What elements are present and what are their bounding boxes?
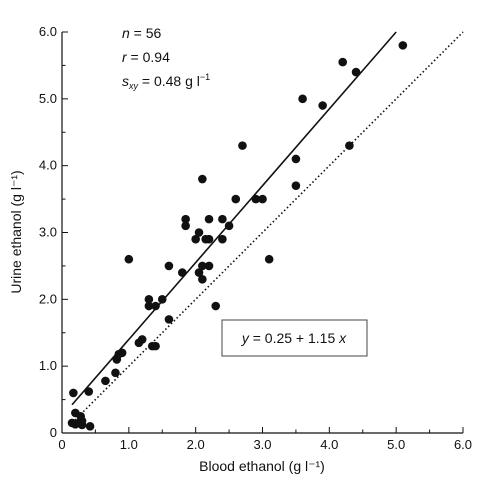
data-point [151,301,160,311]
y-tick-label: 0 [50,425,57,440]
data-point [345,141,354,150]
x-axis-title: Blood ethanol (g l⁻¹) [199,458,325,474]
data-point [181,221,190,231]
stat-s-subscript: xy [128,81,139,91]
data-point [224,221,234,231]
data-points [67,41,408,431]
data-point [291,154,301,164]
data-point [114,349,124,359]
x-tick-label: 6.0 [454,437,472,452]
stat-r-symbol: r [122,49,128,65]
data-point [211,301,221,311]
stat-n: n = 56 [122,25,162,41]
x-tick-label: 5.0 [387,437,405,452]
x-tick-label: 2.0 [187,437,205,452]
regression-line [71,31,397,406]
y-tick-label: 2.0 [39,291,57,306]
y-tick-label: 1.0 [39,358,57,373]
data-point [164,315,174,324]
equation-body: = 0.25 + 1.15 [249,330,339,346]
data-point [398,41,408,50]
data-point [318,101,327,110]
data-point [77,416,87,426]
equation-y-symbol: y [241,330,250,346]
data-point [144,295,154,304]
data-point [134,338,144,348]
data-point [351,67,361,77]
data-point [298,94,307,104]
data-point [218,234,227,244]
x-tick-label: 4.0 [320,437,338,452]
reference-lines [71,31,464,424]
data-point [101,376,110,386]
data-point [191,234,200,244]
data-point [181,214,190,224]
regression-equation: y = 0.25 + 1.15 x [241,330,347,346]
data-point [157,295,167,304]
regression-equation-box: y = 0.25 + 1.15 x [221,319,368,357]
stat-r-value: = 0.94 [127,49,170,65]
data-point [291,181,301,191]
data-point [204,261,214,271]
stat-n-symbol: n [122,25,130,41]
data-point [144,301,154,311]
stat-s-symbol: s [122,73,129,89]
data-point [164,261,174,271]
data-point [198,261,207,271]
stat-s-unit-exp: −1 [200,72,210,82]
y-tick-label: 5.0 [39,91,57,106]
data-point [338,57,348,67]
x-tick-label: 1.0 [120,437,138,452]
data-point [198,274,207,284]
data-point [264,254,274,264]
stats-annotation: n = 56 r = 0.94 sxy = 0.48 g l−1 [122,25,210,91]
data-point [198,174,207,184]
data-point [85,422,95,431]
data-point [124,254,134,264]
y-axis-title: Urine ethanol (g l⁻¹) [8,170,24,293]
data-point [194,268,204,277]
data-point [69,388,78,398]
stat-s-value: = 0.48 g l [138,73,200,89]
data-point [151,341,160,351]
data-point [231,194,241,204]
data-point [251,194,261,204]
data-point [218,214,227,224]
data-point [194,228,204,237]
data-point [258,194,267,204]
data-point [238,141,247,150]
data-point [84,387,94,396]
data-point [204,234,214,244]
stat-sxy: sxy = 0.48 g l−1 [122,72,210,91]
y-tick-label: 4.0 [39,158,57,173]
equation-x-symbol: x [338,330,347,346]
data-point [178,268,187,277]
identity-line [71,31,464,424]
y-tick-label: 3.0 [39,225,57,240]
data-point [111,368,120,378]
axis-ticks: 0 1.0 2.0 3.0 4.0 5.0 6.0 0 1.0 2.0 3.0 4.0 5.0 6.0 [39,24,472,452]
stat-r: r = 0.94 [122,49,170,65]
x-tick-label: 3.0 [253,437,271,452]
x-tick-label: 0 [58,437,65,452]
y-tick-label: 6.0 [39,24,57,39]
equation-box-frame [221,319,368,357]
stat-n-value: = 56 [130,25,162,41]
data-point [204,214,214,224]
